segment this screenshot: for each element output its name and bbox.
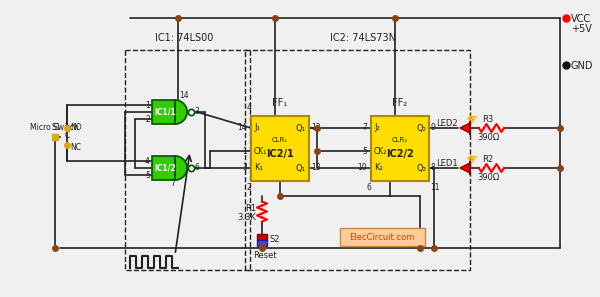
Text: 12: 12 [311,124,320,132]
Bar [152,156,175,180]
Text: IC1/1: IC1/1 [154,108,176,116]
Text: CK₂: CK₂ [374,146,388,156]
Text: Reset: Reset [253,251,277,260]
Text: 5: 5 [362,146,367,156]
Polygon shape [460,163,470,173]
Text: 390Ω: 390Ω [477,173,499,181]
Text: 14: 14 [238,124,247,132]
Text: 10: 10 [358,164,367,173]
Text: 7: 7 [362,124,367,132]
Text: NO: NO [70,122,82,132]
Text: 6: 6 [367,184,371,192]
Text: IC1/2: IC1/2 [154,164,176,173]
Text: 2: 2 [247,184,251,192]
Text: J₁: J₁ [254,124,260,132]
Text: 2: 2 [145,115,150,124]
Text: LED2: LED2 [436,119,458,129]
Text: R3: R3 [482,116,494,124]
Text: 390Ω: 390Ω [477,132,499,141]
Bar [125,50,250,270]
Text: R1: R1 [245,204,256,213]
Polygon shape [175,100,187,124]
Text: 3: 3 [194,108,199,116]
Text: C: C [65,132,70,140]
Text: 7: 7 [170,179,175,189]
Polygon shape [460,123,470,133]
Text: IC2: 74LS73N: IC2: 74LS73N [330,33,396,43]
Bar [257,239,267,246]
Bar [152,100,175,124]
Text: VCC: VCC [571,14,591,24]
Text: ElecCircuit.com: ElecCircuit.com [349,233,415,241]
Text: S1: S1 [52,122,61,132]
Text: K₁: K₁ [254,164,263,173]
Text: LED1: LED1 [436,159,458,168]
Text: CK₁: CK₁ [254,146,267,156]
Text: GND: GND [571,61,593,71]
Text: Micro Switch: Micro Switch [30,124,79,132]
Text: IC1: 74LS00: IC1: 74LS00 [155,33,214,43]
Text: 5: 5 [145,170,150,179]
Bar [251,116,309,181]
Text: 4: 4 [145,157,150,165]
Text: S2: S2 [270,235,280,244]
Text: 13: 13 [311,164,320,173]
Text: IC2/1: IC2/1 [266,149,294,159]
Text: 4: 4 [247,103,251,113]
Text: 3: 3 [242,164,247,173]
Text: CLR₁: CLR₁ [272,137,288,143]
Text: 14: 14 [179,91,189,100]
Text: CLR₂: CLR₂ [392,137,408,143]
Text: 1: 1 [242,146,247,156]
Text: Q̄₁: Q̄₁ [296,164,306,173]
Polygon shape [175,156,187,180]
Text: J₂: J₂ [374,124,380,132]
Bar [340,228,425,246]
Text: 6: 6 [194,164,199,173]
Text: +5V: +5V [571,24,592,34]
Text: 11: 11 [430,184,440,192]
Bar [257,233,267,239]
Bar [245,50,470,270]
Text: Q̄₂: Q̄₂ [416,164,426,173]
Text: IC2/2: IC2/2 [386,149,414,159]
Text: FF₁: FF₁ [272,97,287,108]
Text: 1: 1 [145,100,150,110]
Text: 3.3K: 3.3K [237,213,256,222]
Text: Q₂: Q₂ [416,124,426,132]
Text: FF₂: FF₂ [392,97,407,108]
Text: 9: 9 [431,124,436,132]
Text: NC: NC [70,143,81,152]
Bar [371,116,429,181]
Text: 8: 8 [431,164,436,173]
Text: K₂: K₂ [374,164,383,173]
Text: R2: R2 [482,156,494,165]
Text: Q₁: Q₁ [296,124,306,132]
